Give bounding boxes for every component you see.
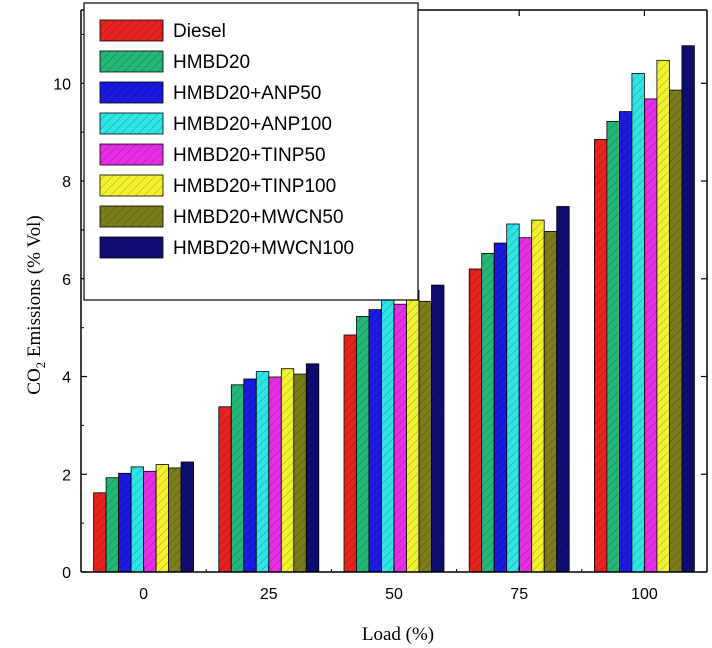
legend-label: HMBD20+TINP50	[173, 145, 326, 166]
legend: Diesel HMBD20 HMBD20+ANP50 HMBD20+ANP100 HMB…	[83, 2, 419, 301]
bar-diesel-load-100	[594, 139, 608, 573]
bar-hmbd20-anp50-load-100	[619, 111, 633, 573]
y-tick-label: 0	[62, 565, 71, 582]
bar-hmbd20-mwcn50-load-75	[543, 230, 558, 573]
bar-hmbd20-tinp50-load-100	[644, 98, 658, 573]
bar-hmbd20-anp100-load-25	[255, 371, 270, 573]
bar-hmbd20-anp100-load-75	[506, 223, 520, 573]
y-axis-title-main: CO	[24, 368, 45, 394]
x-tick-label: 50	[385, 586, 403, 603]
bar-diesel-load-0	[93, 492, 107, 573]
x-tick-label: 100	[631, 586, 658, 603]
x-axis-title: Load (%)	[362, 624, 434, 645]
y-axis-title-rest: Emissions (% Vol)	[24, 215, 45, 362]
y-tick-label: 6	[62, 272, 71, 289]
x-tick-label: 75	[510, 586, 528, 603]
bar-hmbd20-tinp50-load-50	[393, 303, 407, 573]
bar-hmbd20-tinp100-load-75	[531, 219, 545, 573]
legend-swatch	[99, 50, 164, 73]
bar-hmbd20-tinp50-load-75	[518, 237, 533, 573]
bar-hmbd20-mwcn100-load-100	[681, 45, 695, 573]
bar-hmbd20-tinp100-load-50	[406, 290, 420, 573]
bar-hmbd20-tinp100-load-25	[280, 368, 295, 573]
bar-diesel-load-75	[468, 268, 483, 573]
bar-hmbd20-anp50-load-75	[493, 242, 508, 573]
bar-hmbd20-mwcn50-load-50	[418, 300, 432, 573]
bar-hmbd20-mwcn100-load-0	[180, 461, 195, 573]
bar-hmbd20-anp50-load-50	[368, 309, 382, 573]
bar-hmbd20-mwcn50-load-25	[293, 373, 307, 573]
bar-hmbd20-mwcn100-load-25	[305, 363, 320, 573]
bars-group	[93, 45, 695, 573]
bar-hmbd20-anp100-load-50	[381, 296, 395, 573]
bar-hmbd20-load-75	[481, 252, 495, 573]
bar-hmbd20-mwcn100-load-75	[556, 206, 570, 573]
bar-hmbd20-anp100-load-100	[631, 73, 645, 573]
bar-diesel-load-25	[218, 406, 232, 573]
bar-hmbd20-tinp50-load-25	[268, 376, 282, 573]
legend-swatch	[99, 205, 164, 228]
legend-swatch	[99, 81, 164, 104]
legend-swatch	[99, 112, 164, 135]
legend-label: Diesel	[173, 21, 226, 42]
y-tick-label: 10	[53, 76, 71, 93]
x-tick-label: 25	[260, 586, 278, 603]
bar-diesel-load-50	[343, 334, 357, 573]
legend-label: HMBD20+ANP100	[173, 114, 332, 135]
legend-label: HMBD20+ANP50	[173, 83, 321, 104]
y-tick-label: 2	[62, 467, 71, 484]
bar-hmbd20-mwcn50-load-0	[168, 467, 182, 573]
legend-label: HMBD20+MWCN50	[173, 207, 344, 228]
legend-swatch	[99, 19, 164, 42]
y-axis-title: CO2 Emissions (% Vol)	[24, 215, 48, 394]
y-axis-title-subscript: 2	[33, 362, 48, 369]
bar-hmbd20-tinp100-load-100	[656, 59, 670, 573]
y-tick-label: 4	[62, 370, 71, 387]
bar-hmbd20-mwcn50-load-100	[669, 89, 683, 573]
bar-hmbd20-tinp50-load-0	[143, 470, 157, 573]
bar-hmbd20-load-0	[105, 477, 119, 573]
bar-hmbd20-tinp100-load-0	[155, 464, 170, 573]
bar-hmbd20-mwcn100-load-50	[431, 284, 445, 573]
legend-label: HMBD20+TINP100	[173, 176, 336, 197]
legend-swatch	[99, 236, 164, 259]
bar-hmbd20-load-50	[356, 315, 370, 573]
legend-label: HMBD20	[173, 52, 250, 73]
bar-hmbd20-anp50-load-25	[243, 378, 257, 573]
bar-hmbd20-anp100-load-0	[130, 466, 145, 573]
legend-swatch	[99, 174, 164, 197]
bar-hmbd20-load-25	[230, 384, 245, 573]
y-tick-label: 8	[62, 174, 71, 191]
x-tick-label: 0	[139, 586, 148, 603]
bar-hmbd20-anp50-load-0	[118, 472, 132, 573]
bar-hmbd20-load-100	[606, 121, 620, 573]
legend-swatch	[99, 143, 164, 166]
legend-label: HMBD20+MWCN100	[173, 238, 354, 259]
